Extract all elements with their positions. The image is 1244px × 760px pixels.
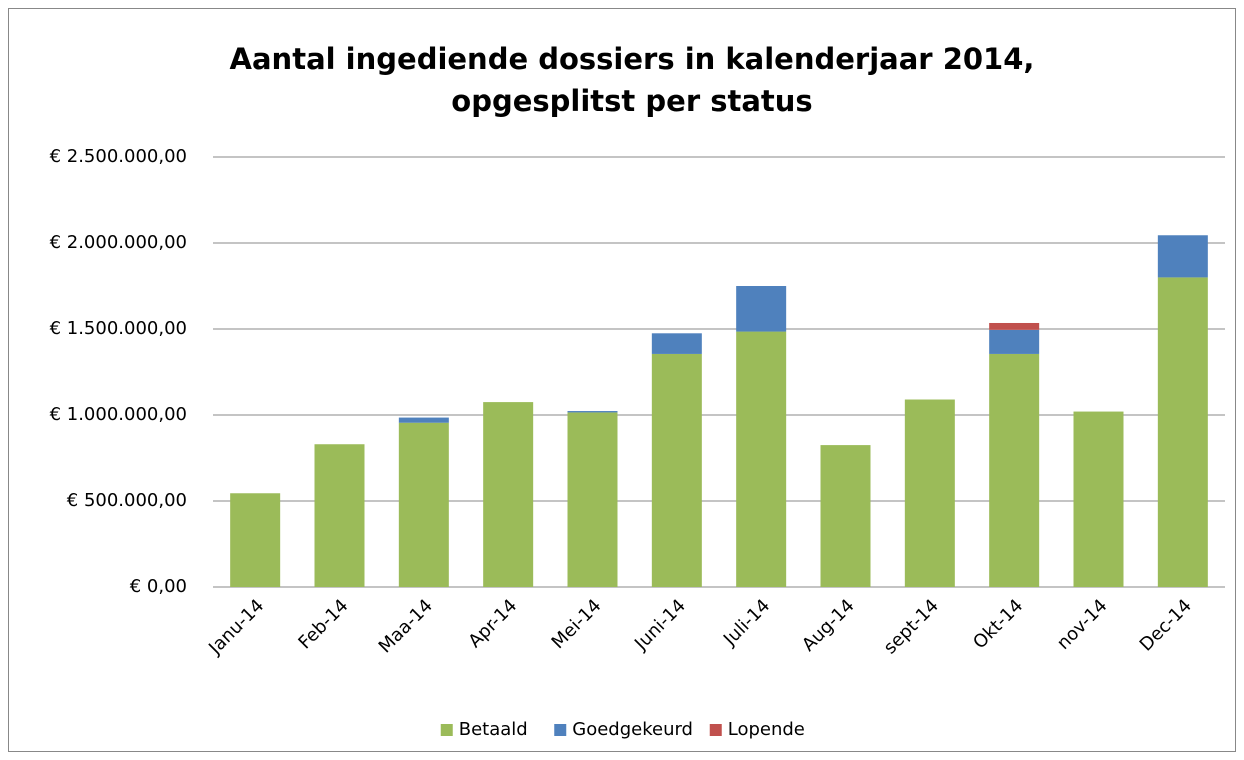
bar-segment [736, 286, 787, 332]
bar-segment [1157, 235, 1208, 278]
bar-segment [1073, 411, 1124, 587]
bar-segment [567, 412, 618, 587]
y-tick-label: € 500.000,00 [67, 490, 187, 511]
bar-segment [398, 417, 449, 423]
legend-swatch [554, 724, 567, 736]
bar-segment [989, 322, 1040, 330]
bar-segment [820, 445, 871, 587]
bar-segment [904, 399, 955, 587]
bar-segment [1157, 277, 1208, 587]
bar-segment [567, 411, 618, 413]
bar-segment [651, 353, 702, 587]
bar-segment [989, 353, 1040, 587]
bar-segment [314, 444, 365, 587]
bar-segment [989, 329, 1040, 354]
y-tick-label: € 2.000.000,00 [50, 232, 187, 253]
legend-label: Lopende [728, 719, 805, 740]
bar-segment [483, 402, 534, 587]
y-tick-label: € 1.500.000,00 [50, 318, 187, 339]
legend-label: Betaald [459, 719, 528, 740]
legend-label: Goedgekeurd [572, 719, 693, 740]
bar-segment [230, 493, 281, 587]
y-tick-label: € 0,00 [130, 576, 187, 597]
y-tick-label: € 1.000.000,00 [50, 404, 187, 425]
chart-title: Aantal ingediende dossiers in kalenderja… [229, 42, 1035, 118]
bar-segment [651, 333, 702, 354]
y-tick-label: € 2.500.000,00 [50, 146, 187, 167]
bar-segment [736, 331, 787, 587]
legend-swatch [709, 724, 722, 736]
bar-segment [398, 422, 449, 587]
legend-swatch [440, 724, 453, 736]
